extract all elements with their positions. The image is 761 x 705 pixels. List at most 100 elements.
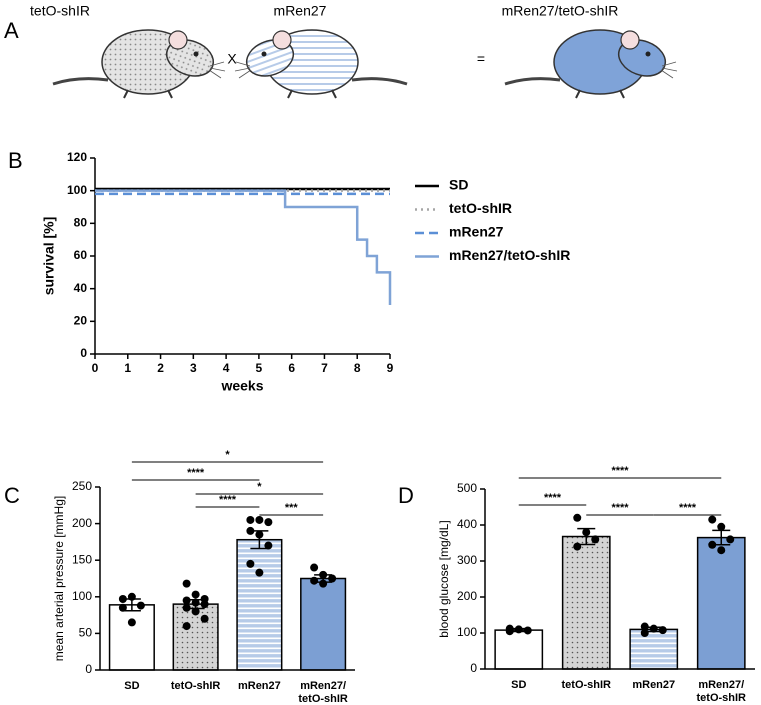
significance-label: **** [679,502,697,514]
data-point [182,622,191,631]
data-point [649,624,658,633]
data-point [246,515,255,524]
data-point [726,535,735,544]
data-point [182,579,191,588]
significance-label: *** [285,502,299,514]
x-tick-label: 8 [354,361,361,375]
series-line [95,189,392,305]
legend-label: SD [449,177,468,193]
data-point [127,592,136,601]
x-tick-label: 9 [387,361,394,375]
y-tick-label: 40 [74,281,88,295]
data-point [717,546,726,555]
data-point [708,540,717,549]
y-tick-label: 200 [457,589,477,603]
data-point [708,515,717,524]
y-tick-label: 80 [74,216,88,230]
data-point [319,570,328,579]
data-point [717,522,726,531]
strain-label: tetO-shIR [30,3,90,19]
panel-label: B [8,148,23,173]
x-tick-label: 1 [124,361,131,375]
x-tick-label: 4 [223,361,230,375]
x-tick-label: 2 [157,361,164,375]
data-point [582,528,591,537]
data-point [658,626,667,635]
x-tick-label: mRen27 [632,679,675,691]
x-tick-label: tetO-shIR [562,679,612,691]
data-point [319,579,328,588]
x-tick-label: mRen27/tetO-shIR [697,679,747,704]
significance-label: * [225,449,230,461]
data-point [255,530,264,539]
bar [494,629,544,670]
rat-illustration [503,28,679,100]
data-point [640,622,649,631]
y-tick-label: 0 [85,662,92,676]
significance-label: **** [187,467,205,479]
data-point [136,601,145,610]
y-tick-label: 300 [457,553,477,567]
data-point [328,574,337,583]
significance-label: **** [219,494,237,506]
x-tick-label: 0 [92,361,99,375]
significance-label: * [257,481,262,493]
y-axis-label: survival [%] [41,217,57,296]
data-point [573,542,582,551]
x-tick-label: tetO-shIR [171,680,221,692]
data-point [246,559,255,568]
y-axis-label: mean arterial pressure [mmHg] [52,496,66,661]
data-point [118,594,127,603]
x-tick-label: mRen27/tetO-shIR [298,680,348,705]
data-point [127,618,136,627]
y-tick-label: 20 [74,314,88,328]
data-point [505,627,514,636]
legend-label: mRen27 [449,224,504,240]
bar [236,538,283,671]
y-tick-label: 100 [67,183,87,197]
x-tick-label: 7 [321,361,328,375]
y-tick-label: 50 [79,626,93,640]
y-tick-label: 200 [72,516,92,530]
y-tick-label: 100 [457,625,477,639]
panel-label: C [4,483,20,508]
y-tick-label: 0 [80,346,87,360]
data-point [523,626,532,635]
operator: = [477,51,485,67]
data-point [182,603,191,612]
x-axis-label: weeks [220,378,263,394]
strain-label: mRen27/tetO-shIR [502,3,619,19]
data-point [264,541,273,550]
panel-label: D [398,483,414,508]
x-tick-label: mRen27 [238,680,281,692]
x-tick-label: SD [511,679,526,691]
data-point [191,590,200,599]
panel-a: A tetO-shIR mRen27 mRen27/tetO-shIR X = [4,3,679,100]
bar [561,535,611,670]
data-point [310,563,319,572]
strain-label: mRen27 [274,3,327,19]
significance-label: **** [544,492,562,504]
rat-illustration [233,28,409,100]
y-tick-label: 100 [72,589,92,603]
x-tick-label: 5 [256,361,263,375]
y-tick-label: 150 [72,552,92,566]
data-point [246,526,255,535]
x-tick-label: 6 [288,361,295,375]
y-tick-label: 500 [457,481,477,495]
data-point [200,614,209,623]
data-point [118,603,127,612]
y-axis-label: blood glucose [mg/dL] [437,520,451,637]
data-point [640,629,649,637]
panel-label: A [4,18,19,43]
data-point [191,598,200,607]
data-point [264,518,273,527]
data-point [591,535,600,544]
data-point [200,600,209,609]
rat-illustration [51,28,227,100]
bar [629,628,679,670]
bar [696,536,746,670]
data-point [255,515,264,524]
bar [108,604,155,671]
